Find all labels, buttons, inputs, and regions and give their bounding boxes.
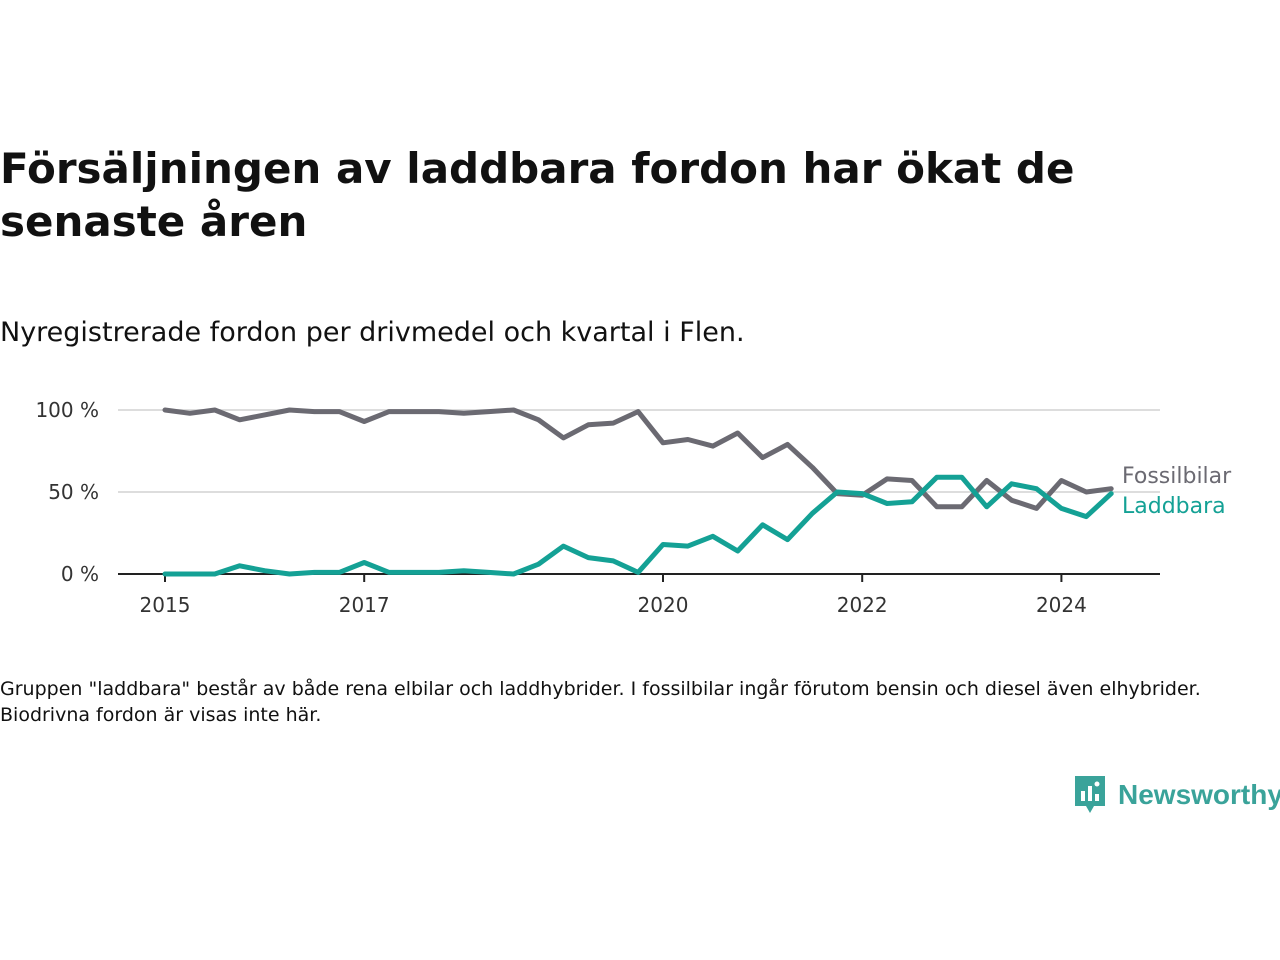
series-label-fossilbilar: Fossilbilar	[1122, 464, 1232, 489]
x-ticks: 2015 2017 2020 2022 2024	[140, 574, 1087, 617]
line-chart: 0 % 50 % 100 % 2015 2017 2020 2022 2024 Fossil…	[35, 398, 1232, 617]
series-labels: Fossilbilar Laddbara	[1122, 464, 1232, 519]
newsworthy-logo-icon	[1075, 776, 1105, 813]
x-tick-label: 2024	[1036, 593, 1087, 617]
gridlines	[118, 409, 1160, 493]
series-line-fossilbilar	[162, 407, 1114, 511]
y-tick-label: 100 %	[35, 398, 99, 422]
newsworthy-logo: Newsworthy	[1072, 772, 1280, 818]
brand-name: Newsworthy	[1118, 779, 1280, 810]
x-tick-label: 2022	[837, 593, 888, 617]
y-tick-label: 50 %	[48, 480, 99, 504]
series-label-laddbara: Laddbara	[1122, 494, 1226, 519]
series-lines	[162, 407, 1114, 577]
chart-subtitle: Nyregistrerade fordon per drivmedel och …	[0, 317, 745, 348]
y-tick-label: 0 %	[61, 562, 99, 586]
x-tick-label: 2020	[638, 593, 689, 617]
x-tick-label: 2017	[339, 593, 390, 617]
y-tick-labels: 0 % 50 % 100 %	[35, 398, 99, 586]
x-tick-label: 2015	[140, 593, 191, 617]
chart-title: Försäljningen av laddbara fordon har öka…	[0, 144, 1075, 246]
footnote: Gruppen "laddbara" består av både rena e…	[0, 678, 1201, 726]
series-line-laddbara	[162, 474, 1114, 577]
